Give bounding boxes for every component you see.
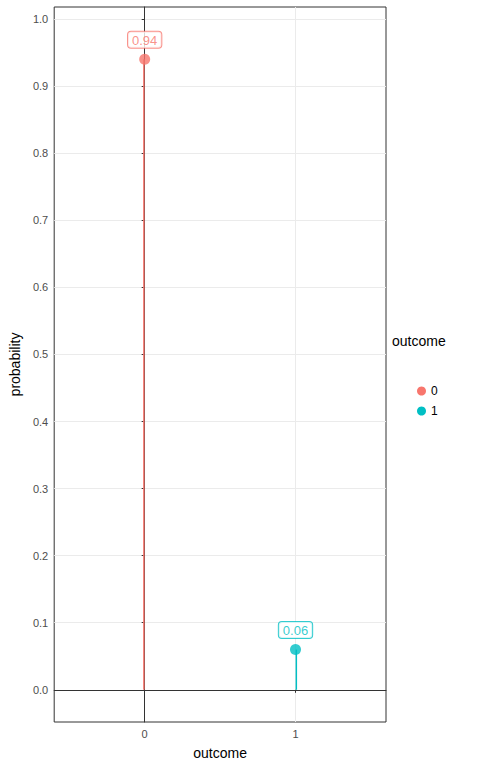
svg-text:0.0: 0.0 <box>33 684 48 696</box>
svg-text:0.06: 0.06 <box>283 623 308 638</box>
svg-text:0.3: 0.3 <box>33 483 48 495</box>
svg-text:1.0: 1.0 <box>33 13 48 25</box>
svg-text:0.5: 0.5 <box>33 348 48 360</box>
svg-text:0: 0 <box>431 384 438 398</box>
svg-text:probability: probability <box>7 333 23 397</box>
svg-text:0.7: 0.7 <box>33 214 48 226</box>
svg-text:0.94: 0.94 <box>132 33 157 48</box>
svg-text:0: 0 <box>142 728 148 740</box>
svg-text:0.1: 0.1 <box>33 617 48 629</box>
svg-text:0.2: 0.2 <box>33 550 48 562</box>
svg-text:0.8: 0.8 <box>33 147 48 159</box>
svg-text:0.4: 0.4 <box>33 416 48 428</box>
svg-text:outcome: outcome <box>193 745 247 761</box>
svg-text:1: 1 <box>431 404 438 418</box>
svg-text:outcome: outcome <box>392 333 446 349</box>
svg-text:0.9: 0.9 <box>33 80 48 92</box>
svg-text:1: 1 <box>292 728 298 740</box>
svg-text:0.6: 0.6 <box>33 281 48 293</box>
